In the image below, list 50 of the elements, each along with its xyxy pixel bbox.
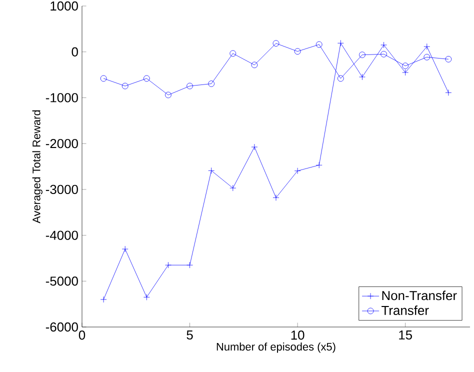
y-tick-label: -6000 bbox=[46, 322, 78, 332]
y-tick-label: -5000 bbox=[46, 276, 78, 286]
x-tick-label: 0 bbox=[78, 330, 86, 340]
point bbox=[230, 50, 236, 57]
point bbox=[424, 43, 430, 50]
point bbox=[165, 262, 172, 268]
point bbox=[337, 40, 344, 46]
point bbox=[402, 62, 409, 70]
point bbox=[445, 56, 452, 62]
point bbox=[380, 50, 387, 58]
point bbox=[122, 246, 128, 252]
y-tick-label: -2000 bbox=[46, 138, 78, 148]
point bbox=[186, 82, 193, 90]
point bbox=[272, 40, 280, 47]
x-axis-title: Number of episodes (x5) bbox=[216, 342, 336, 353]
y-tick-label: -4000 bbox=[46, 230, 78, 240]
point bbox=[186, 262, 193, 268]
y-tick-label: -3000 bbox=[46, 184, 78, 194]
point bbox=[380, 42, 387, 48]
point bbox=[272, 194, 280, 201]
point bbox=[294, 48, 301, 55]
point bbox=[208, 167, 215, 174]
x-tick-label: 15 bbox=[399, 330, 412, 340]
point bbox=[359, 74, 366, 80]
point bbox=[402, 69, 409, 76]
point bbox=[359, 52, 366, 58]
y-axis-title: Averaged Total Reward bbox=[32, 110, 42, 224]
point bbox=[316, 41, 322, 48]
y-tick-label: 0 bbox=[72, 47, 78, 56]
point bbox=[208, 80, 215, 87]
x-tick-label: 5 bbox=[186, 330, 193, 340]
point bbox=[100, 75, 107, 82]
point bbox=[165, 92, 172, 98]
x-tick-label: 10 bbox=[291, 330, 304, 340]
y-tick-label: -1000 bbox=[46, 93, 78, 102]
point bbox=[143, 75, 150, 82]
legend-label: Non-Transfer bbox=[382, 290, 457, 300]
point bbox=[100, 296, 107, 303]
point bbox=[424, 54, 430, 60]
point bbox=[230, 184, 236, 192]
point bbox=[251, 62, 258, 68]
point bbox=[316, 162, 322, 168]
point bbox=[143, 294, 150, 300]
point bbox=[294, 168, 301, 174]
point bbox=[445, 89, 452, 96]
point bbox=[122, 82, 128, 90]
point bbox=[337, 75, 344, 82]
legend-label: Transfer bbox=[382, 306, 429, 316]
point bbox=[251, 144, 258, 150]
y-tick-label: 1000 bbox=[50, 1, 78, 11]
